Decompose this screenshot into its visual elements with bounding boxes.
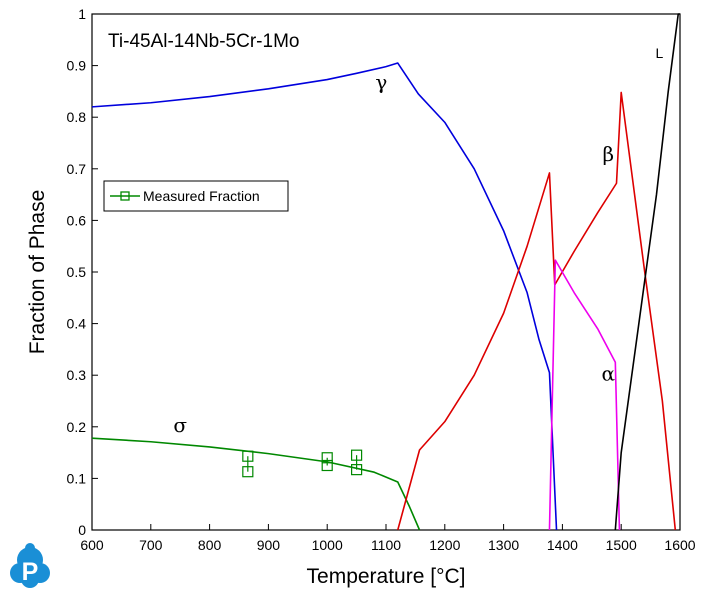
phase-label: L [656,45,664,61]
y-tick-label: 0.4 [67,316,87,332]
phase-labels-layer: γ σ β α L [173,45,663,437]
x-tick-label: 1300 [488,537,519,553]
phase-label: α [602,361,616,385]
x-axis-title: Temperature [°C] [307,565,466,588]
y-tick-label: 0.7 [67,161,87,177]
series-line-0 [91,62,558,531]
measured-point-marker [242,466,254,478]
y-tick-label: 0.9 [67,58,87,74]
measured-point-marker [242,450,254,462]
measured-point-marker [321,459,333,472]
x-tick-label: 600 [80,537,104,553]
y-tick-label: 0.3 [67,367,87,383]
x-tick-label: 1400 [547,537,578,553]
y-tick-label: 0.1 [67,470,87,486]
phase-label: β [602,142,614,166]
series-line-4 [614,13,680,531]
series-layer [91,13,680,531]
measured-point-marker [351,449,363,461]
logo-letter: P [22,558,39,586]
x-tick-label: 1600 [664,537,695,553]
y-tick-label: 0.8 [67,109,87,125]
thermo-calc-logo-icon: P [10,543,50,588]
ticks-layer: 600 700 800 900 1000 1100 1200 1300 1400 1500 1600… [67,6,696,553]
measured-point-marker [351,464,363,476]
x-tick-label: 1100 [371,537,401,553]
x-tick-label: 800 [198,537,222,553]
measured-point-marker [321,452,333,464]
y-tick-label: 1 [78,6,86,22]
phase-label: γ [375,70,387,94]
y-tick-label: 0.2 [67,419,87,435]
chart-title: Ti-45Al-14Nb-5Cr-1Mo [108,31,299,52]
phase-label: σ [173,413,187,437]
legend-label: Measured Fraction [143,188,260,204]
measured-markers-layer [242,449,363,478]
plot-area-frame [91,13,681,531]
y-tick-label: 0.6 [67,212,87,228]
x-tick-label: 1200 [429,537,460,553]
x-tick-label: 1500 [606,537,637,553]
y-tick-label: 0 [78,522,86,538]
x-tick-label: 700 [139,537,163,553]
x-tick-label: 1000 [312,537,343,553]
legend: Measured Fraction [103,180,289,212]
legend-square-marker [120,191,130,201]
y-axis-title: Fraction of Phase [26,190,49,355]
series-line-3 [548,259,621,531]
y-tick-label: 0.5 [67,264,87,280]
x-tick-label: 900 [257,537,281,553]
